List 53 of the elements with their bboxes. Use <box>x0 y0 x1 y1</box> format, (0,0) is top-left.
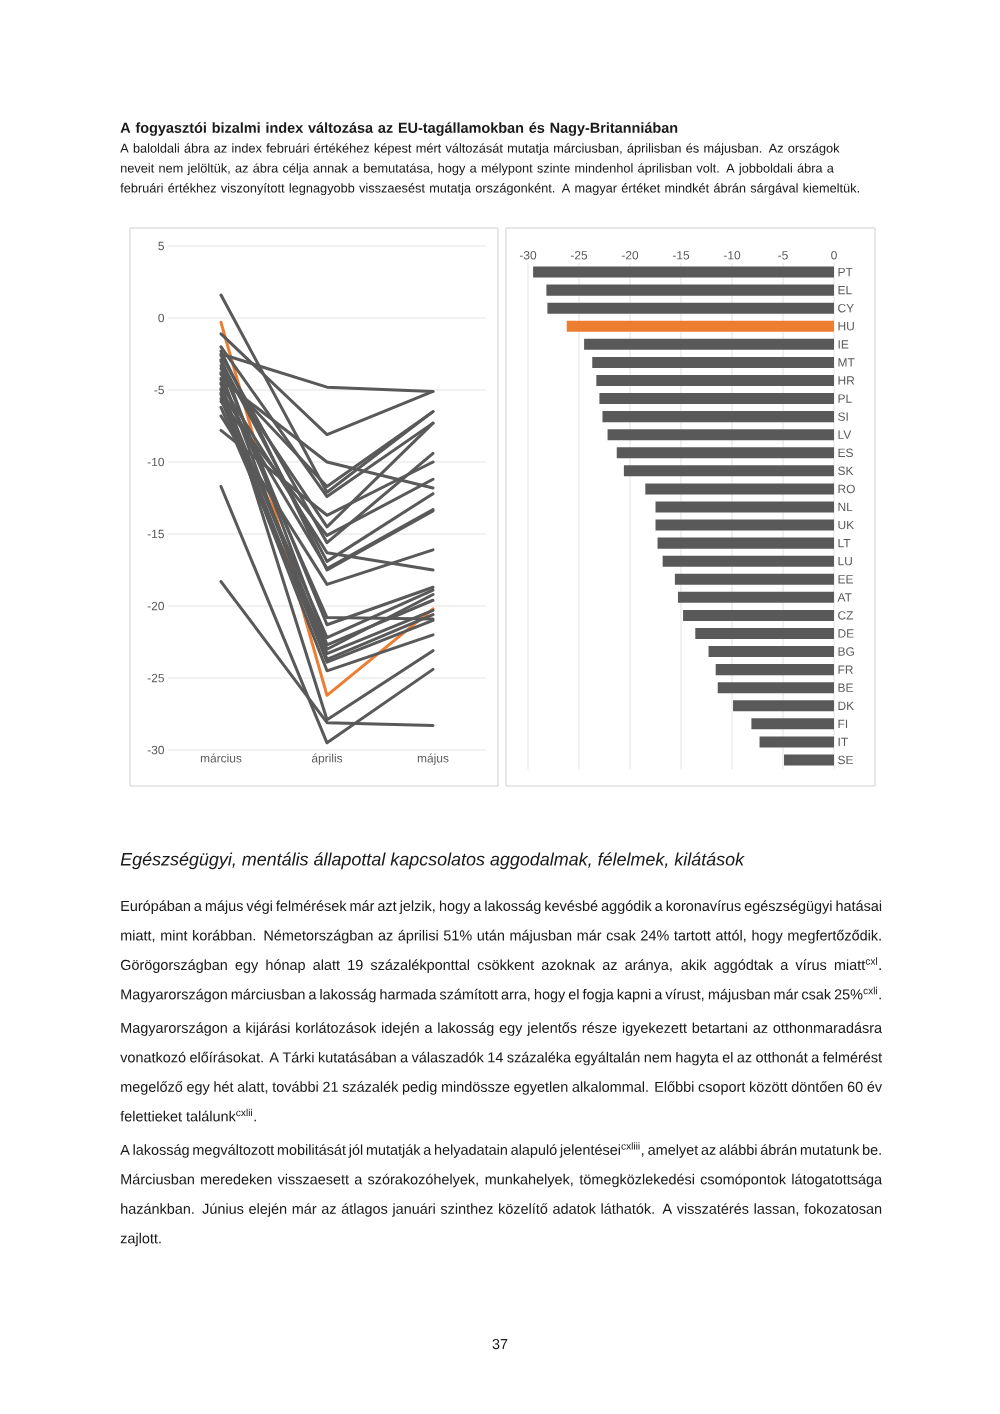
y-tick-label: 5 <box>158 241 164 251</box>
y-tick-label: SI <box>838 412 848 421</box>
y-tick-label: EL <box>838 286 852 295</box>
x-tick-label: -25 <box>570 251 588 260</box>
chart-title: A fogyasztói bizalmi index változása az EU-tagállamokban és Nagy-Britanniában <box>120 122 678 136</box>
y-tick-label: AT <box>837 593 852 602</box>
y-tick-label: PL <box>838 394 852 403</box>
y-tick-label: PT <box>838 267 853 277</box>
y-tick-label: EE <box>838 575 853 584</box>
y-tick-label: 0 <box>158 313 165 323</box>
y-tick-label: -10 <box>147 457 165 467</box>
y-tick-label: CY <box>838 303 854 313</box>
y-tick-label: DE <box>838 629 854 638</box>
x-tick-label: -10 <box>723 251 741 260</box>
y-tick-label: RO <box>838 484 855 494</box>
y-tick-label: FI <box>838 719 848 728</box>
y-tick-label: BG <box>838 647 854 656</box>
y-tick-label: -15 <box>147 529 164 539</box>
y-tick-label: ES <box>838 448 853 457</box>
x-tick-label: -15 <box>672 251 690 260</box>
y-tick-label: SK <box>838 466 854 476</box>
text: Egészségügyi, mentális állapottal kapcsolatos aggodalmak, félelmek, kilátások <box>120 852 745 870</box>
text: 37 <box>492 1338 508 1350</box>
y-tick-label: HU <box>838 322 854 331</box>
y-tick-label: BE <box>838 683 853 692</box>
y-tick-label: IE <box>838 340 849 349</box>
chart-subtitle: A baloldali ábra az index februári értékéhez képest mért változását mutatja márciusban, áprilisban és májusban. Az országok neveit nem jelöltük, az ábra célja annak a bemutatása, hogy a mélypont szinte mindenhol áprilisban volt. A jobboldali ábra a februári értékhez viszonyított legnagyobb visszaesést mutatja országonként. A magyar értéket mindkét ábrán sárgával kiemeltük. <box>120 143 859 196</box>
y-tick-label: LU <box>838 557 852 566</box>
y-tick-label: CZ <box>838 611 854 620</box>
y-tick-label: LT <box>838 539 851 548</box>
y-tick-label: FR <box>838 665 853 674</box>
text: Európában a május végi felmérések már azt jelzik, hogy a lakosság kevésbé aggódik a koronavírus egészségügyi hatásai miatt, mint korábban. Németországban az áprilisi 51% után májusban már csak 24% tartott attól, hogy megfertőződik. Görögországban egy hónap alatt 19 százalékponttal csökkent azoknak az aránya, akik aggódtak a vírus miatt$^{cxl}$. Magyarországon márciusban a lakosság harmada számított arra, hogy el fogja kapni a vírust, májusban már csak 25%$^{cxli}$. <box>120 900 882 1003</box>
text: Magyarországon a kijárási korlátozások idején a lakosság egy jelentős része igyekezett betartani az otthonmaradásra vonatkozó előírásokat. A Tárki kutatásában a válaszadók 14 százaléka egyáltalán nem hagyta el az otthonát a felmérést megelőző egy hét alatt, további 21 százalék pedig mindössze egyetlen alkalommal. Előbbi csoport között döntően 60 év felettieket találunk$^{cxlii}$. <box>120 1022 883 1122</box>
y-tick-label: -25 <box>147 673 164 683</box>
x-tick-label: május <box>417 753 449 765</box>
y-tick-label: MT <box>838 358 855 367</box>
y-tick-label: SE <box>838 755 853 765</box>
y-tick-label: HR <box>838 376 855 385</box>
x-tick-label: 0 <box>831 251 837 260</box>
x-tick-label: -30 <box>519 251 537 260</box>
y-tick-label: -30 <box>147 745 165 755</box>
x-tick-label: április <box>311 753 343 765</box>
text: A lakosság megváltozott mobilitását jól mutatják a helyadatain alapuló jelentései$^{cxliii}$, amelyet az alábbi ábrán mutatunk be. Márciusban meredeken visszaesett a szórakozóhelyek, munkahelyek, tömegközlekedési csomópontok látogatottsága hazánkban. Június elején már az átlagos januári szinthez közelítő adatok láthatók. A visszatérés lassan, fokozatosan zajlott. <box>120 1142 883 1247</box>
x-tick-label: -20 <box>621 251 639 260</box>
x-tick-label: -5 <box>778 251 788 260</box>
y-tick-label: DK <box>838 701 854 710</box>
y-tick-label: LV <box>838 430 852 439</box>
x-tick-label: március <box>200 753 242 763</box>
y-tick-label: -5 <box>154 385 164 395</box>
y-tick-label: -20 <box>147 601 165 611</box>
y-tick-label: NL <box>838 502 853 512</box>
y-tick-label: IT <box>838 737 848 747</box>
y-tick-label: UK <box>838 520 854 530</box>
